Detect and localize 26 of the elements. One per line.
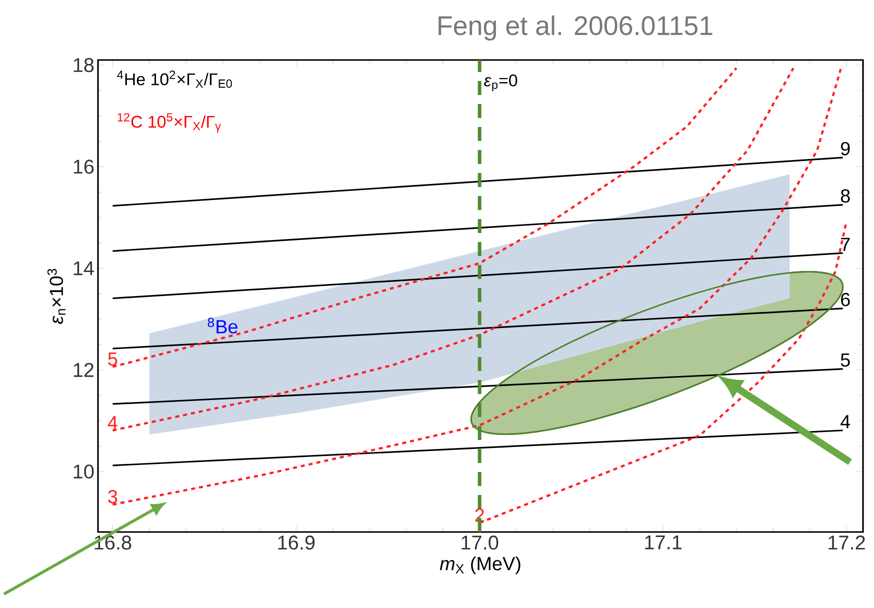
series-label: 5 bbox=[108, 352, 118, 366]
annotation: $^{12}$C 10$^{5}$×Γ$_{X}$/Γ$_{γ}$ bbox=[118, 113, 221, 133]
series-label: 6 bbox=[841, 292, 850, 306]
x-tick-label: 16.9 bbox=[278, 536, 315, 550]
chart-title: Feng et al. 2006.01151 bbox=[438, 15, 712, 41]
y-tick-label: 18 bbox=[74, 58, 94, 72]
y-tick-label: 14 bbox=[74, 261, 94, 276]
series-label: 4 bbox=[840, 415, 850, 428]
series-label: 9 bbox=[840, 142, 850, 156]
x-tick-label: 17.2 bbox=[828, 536, 865, 550]
annotation: $^{4}$He 10$^{2}$×Γ$_{X}$/Γ$_{E0}$ bbox=[117, 70, 232, 88]
y-tick-label: 16 bbox=[74, 160, 94, 174]
series-label: 5 bbox=[840, 354, 850, 367]
series-label: 7 bbox=[841, 238, 850, 251]
series-label: 4 bbox=[108, 416, 118, 430]
y-axis-title: ε$_{n}$×10$^{3}$ bbox=[47, 268, 66, 324]
y-tick-label: 10 bbox=[74, 464, 94, 479]
series-label: $^{8}$Be bbox=[208, 318, 238, 334]
y-tick-label: 12 bbox=[74, 362, 94, 377]
series-label: 8 bbox=[840, 189, 850, 203]
x-tick-label: 17.1 bbox=[645, 536, 682, 550]
x-tick-label: 17.0 bbox=[462, 536, 498, 550]
x-tick-label: 16.8 bbox=[94, 536, 132, 550]
x-axis-title: m$_{X}$ (MeV) bbox=[440, 556, 520, 574]
series-label: 3 bbox=[108, 490, 118, 504]
annotation: ε$_{p}$=0 bbox=[484, 74, 518, 92]
